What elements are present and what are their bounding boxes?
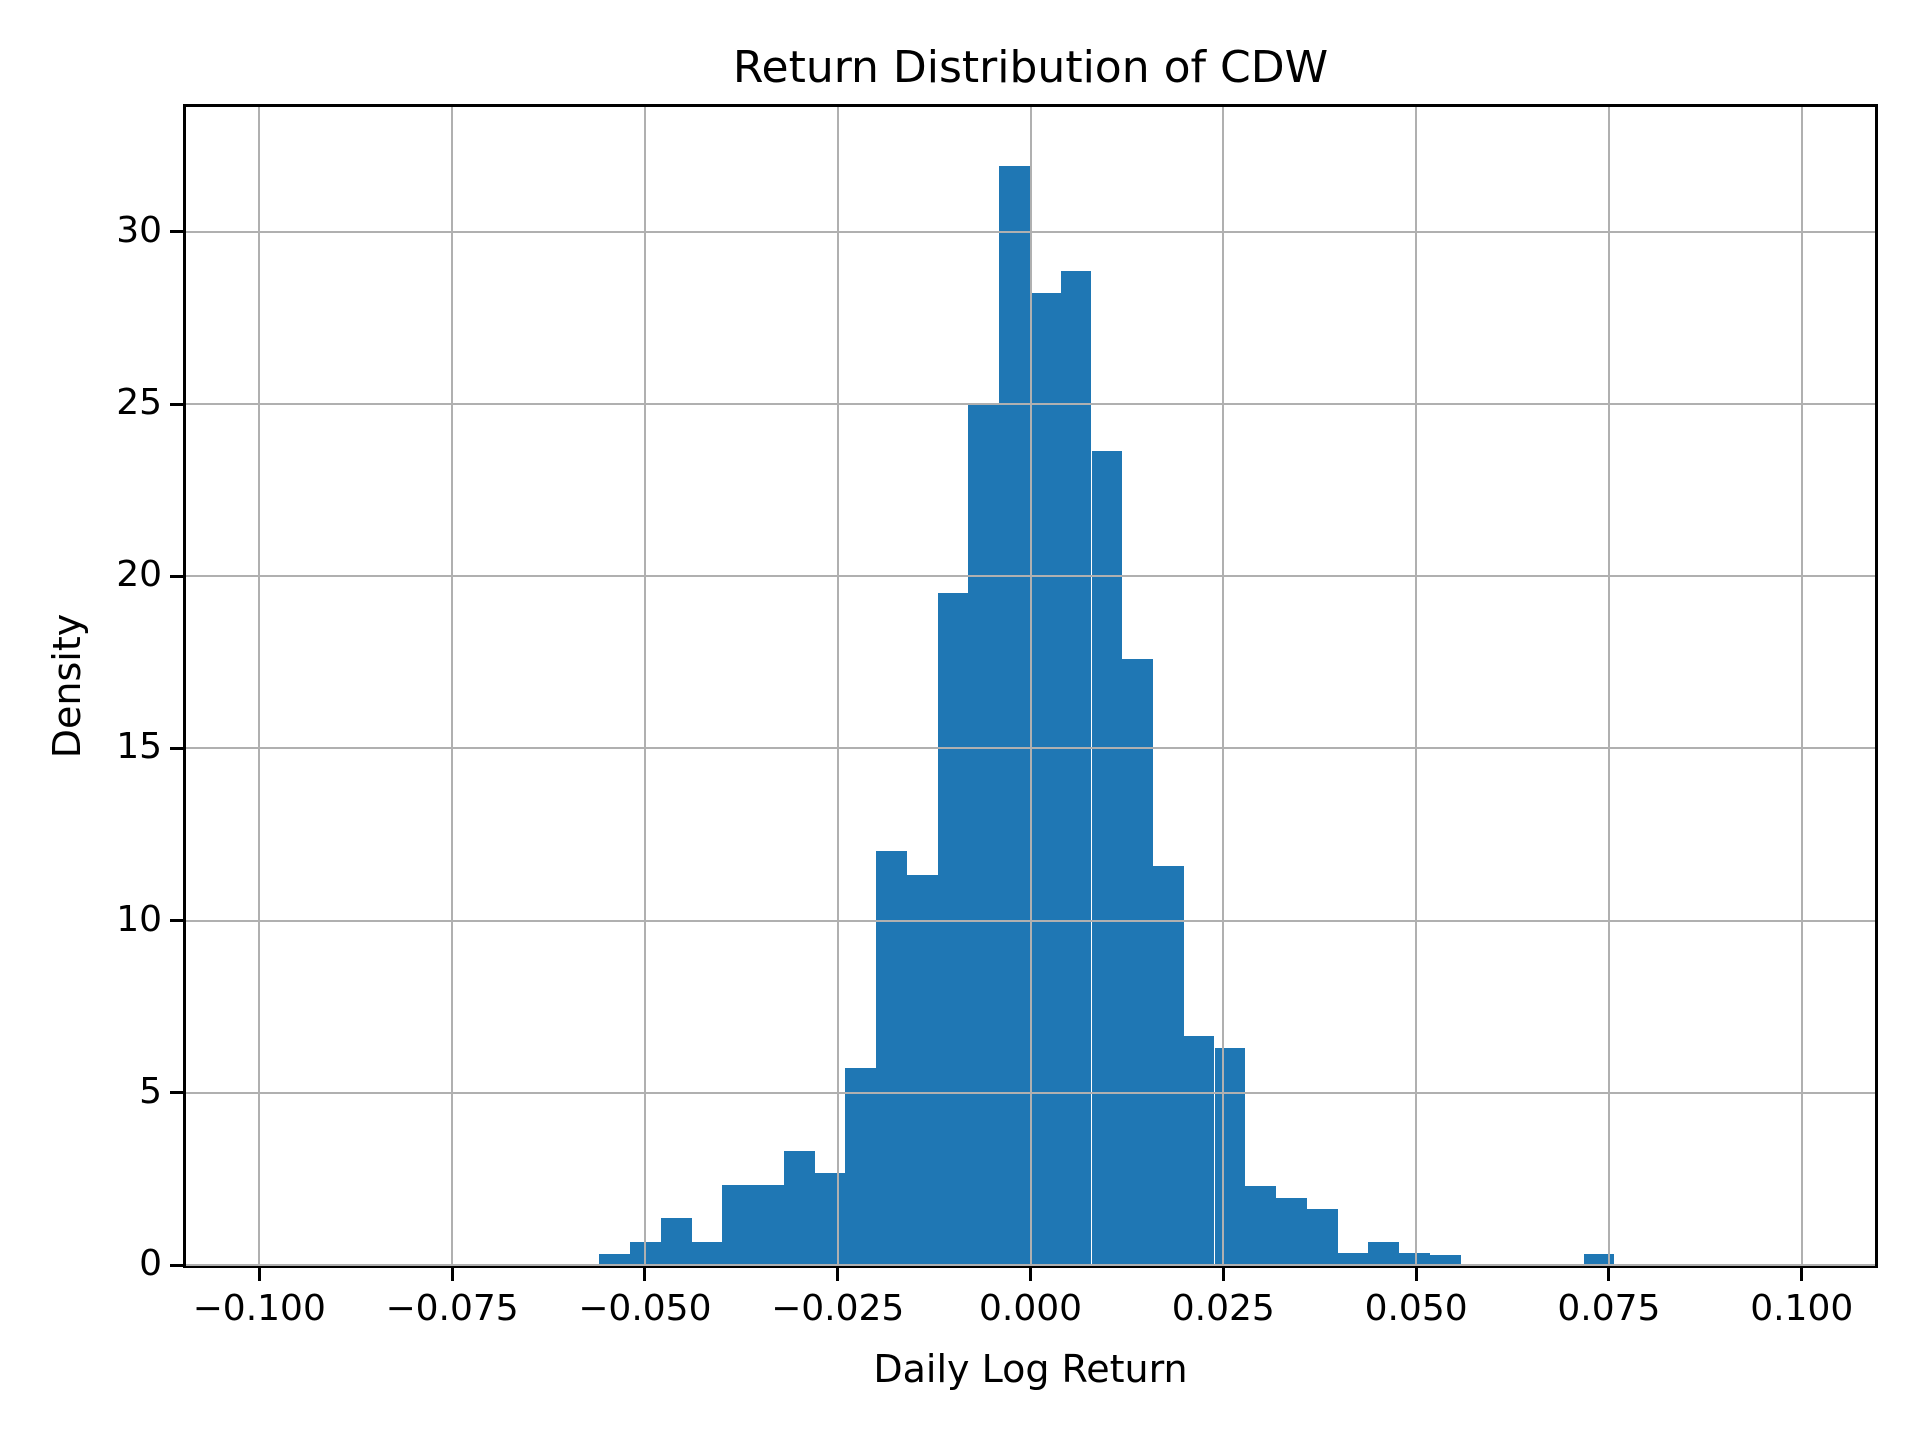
vertical-gridline: [1415, 107, 1418, 1265]
histogram-bar: [1275, 1198, 1307, 1265]
plot-area: [183, 104, 1878, 1268]
y-axis-label: Density: [45, 613, 89, 759]
horizontal-gridline: [186, 919, 1875, 922]
y-tick-mark: [170, 1091, 183, 1095]
x-tick-label: 0.000: [978, 1288, 1083, 1329]
vertical-gridline: [1607, 107, 1610, 1265]
x-tick-mark: [643, 1268, 647, 1281]
histogram-bar: [906, 874, 938, 1265]
vertical-gridline: [643, 107, 646, 1265]
vertical-gridline: [1222, 107, 1225, 1265]
y-tick-label: 30: [116, 209, 162, 251]
horizontal-gridline: [186, 747, 1875, 750]
gridlines-layer: [186, 107, 1875, 1266]
y-tick-mark: [170, 746, 183, 750]
x-tick-label: −0.075: [385, 1288, 519, 1329]
histogram-bar: [1583, 1253, 1615, 1265]
vertical-gridline: [451, 107, 454, 1265]
histogram-bar: [691, 1241, 723, 1265]
histogram-bar: [845, 1067, 877, 1265]
x-tick-mark: [836, 1268, 840, 1281]
x-tick-label: 0.050: [1364, 1288, 1468, 1329]
histogram-bar: [968, 405, 1000, 1265]
horizontal-gridline: [186, 1264, 1875, 1266]
histogram-bar: [1091, 451, 1123, 1265]
histogram-bar: [1368, 1241, 1400, 1265]
histogram-bar: [1245, 1185, 1277, 1265]
y-tick-label: 5: [139, 1070, 162, 1112]
histogram-bar: [814, 1173, 846, 1265]
histogram-bar: [1152, 865, 1184, 1265]
histogram-bar: [1337, 1252, 1369, 1265]
histogram-bar: [1122, 659, 1154, 1265]
x-tick-mark: [450, 1268, 454, 1281]
y-tick-label: 20: [116, 554, 162, 596]
x-tick-mark: [1029, 1268, 1032, 1281]
x-tick-mark: [1414, 1268, 1418, 1281]
x-tick-mark: [257, 1268, 261, 1281]
histogram-bar: [1183, 1036, 1215, 1265]
chart-title: Return Distribution of CDW: [732, 42, 1329, 93]
x-tick-mark: [1607, 1268, 1611, 1281]
histogram-bar: [599, 1253, 631, 1265]
vertical-gridline: [1800, 107, 1803, 1265]
horizontal-gridline: [186, 403, 1875, 406]
y-tick-mark: [170, 402, 183, 406]
x-axis-label: Daily Log Return: [873, 1347, 1188, 1391]
vertical-gridline: [1029, 107, 1032, 1265]
y-tick-label: 10: [116, 898, 162, 940]
histogram-bar: [999, 165, 1030, 1265]
x-tick-label: 0.100: [1750, 1288, 1854, 1329]
y-tick-mark: [170, 919, 183, 923]
histogram-bar: [1429, 1254, 1461, 1265]
histogram-bar: [722, 1184, 754, 1265]
x-tick-label: 0.075: [1557, 1288, 1661, 1329]
histogram-bar: [783, 1151, 815, 1265]
x-tick-label: −0.100: [192, 1288, 326, 1329]
histogram-bar: [753, 1184, 784, 1265]
x-tick-label: −0.050: [578, 1288, 712, 1329]
horizontal-gridline: [186, 575, 1875, 578]
x-tick-mark: [1800, 1268, 1804, 1281]
y-tick-label: 25: [116, 382, 162, 424]
histogram-bar: [1306, 1209, 1338, 1265]
vertical-gridline: [258, 107, 261, 1265]
histogram-bar: [937, 592, 969, 1265]
y-tick-mark: [170, 230, 183, 234]
histogram-bar: [660, 1218, 692, 1265]
histogram-bar: [1060, 270, 1092, 1265]
histogram-bar: [1029, 292, 1061, 1265]
histogram-bar: [1214, 1048, 1246, 1265]
histogram-bar: [1398, 1252, 1430, 1265]
horizontal-gridline: [186, 230, 1875, 233]
horizontal-gridline: [186, 1091, 1875, 1094]
y-tick-mark: [170, 574, 183, 578]
x-tick-label: 0.025: [1171, 1288, 1275, 1329]
y-tick-label: 0: [139, 1243, 162, 1284]
y-tick-mark: [170, 1263, 183, 1267]
vertical-gridline: [836, 107, 839, 1265]
x-tick-mark: [1221, 1268, 1225, 1281]
y-tick-label: 15: [116, 726, 162, 768]
x-tick-label: −0.025: [771, 1288, 905, 1329]
